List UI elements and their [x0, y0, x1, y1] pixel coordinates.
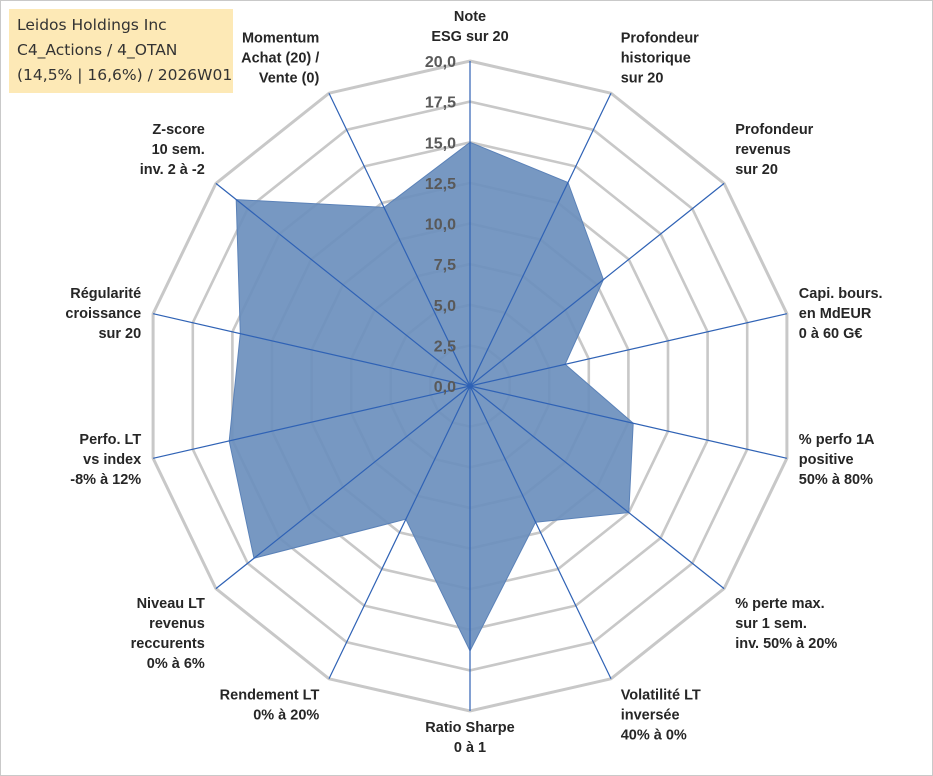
axis-label: Profondeur historique sur 20 [621, 31, 699, 87]
axis-label-line: ESG sur 20 [431, 29, 508, 45]
axis-label-line: 0% à 20% [253, 707, 319, 723]
axis-spoke [215, 385, 471, 590]
axis-label-line: Momentum [242, 31, 319, 47]
tick-label: 10,0 [425, 217, 456, 234]
axis-label-line: en MdEUR [799, 306, 872, 322]
axis-label: Capi. bours. en MdEUR 0 à 60 G€ [799, 286, 883, 342]
axis-spoke [215, 182, 471, 387]
axis-label-line: Note [454, 9, 486, 25]
axis-label: Profondeur revenus sur 20 [735, 122, 813, 178]
portfolio-code: C4_Actions / 4_OTAN [17, 41, 178, 59]
axis-label-line: -8% à 12% [70, 472, 141, 488]
axis-label: Volatilité LT inversée 40% à 0% [621, 687, 701, 743]
axis-label-line: 0% à 6% [147, 656, 205, 672]
axis-label-line: Profondeur [735, 122, 813, 138]
tick-label: 17,5 [425, 95, 456, 112]
axis-spoke [152, 313, 471, 387]
tick-label: 0,0 [434, 379, 456, 396]
axis-label: Ratio Sharpe 0 à 1 [425, 720, 514, 756]
axis-spoke [469, 182, 725, 387]
axis-label-line: Achat (20) / [241, 51, 319, 67]
axis-labels: Note ESG sur 20 Profondeur historique sur 20… [65, 9, 882, 756]
axis-spokes [152, 61, 788, 711]
axis-label: Régularité croissance sur 20 [65, 286, 141, 342]
axis-label-line: Volatilité LT [621, 687, 701, 703]
axis-label-line: Ratio Sharpe [425, 720, 514, 736]
tick-label: 15,0 [425, 135, 456, 152]
portfolio-stats: (14,5% | 16,6%) / 2026W01 [17, 66, 233, 84]
axis-label-line: positive [799, 452, 854, 468]
axis-spoke [328, 92, 471, 387]
axis-label-line: Perfo. LT [79, 432, 141, 448]
tick-label: 2,5 [434, 338, 456, 355]
axis-label-line: Rendement LT [220, 687, 320, 703]
tick-label: 5,0 [434, 298, 456, 315]
axis-label-line: Z-score [152, 122, 204, 138]
axis-label-line: 0 à 60 G€ [799, 326, 863, 342]
axis-label: Momentum Achat (20) / Vente (0) [241, 31, 319, 87]
axis-label-line: % perfo 1A [799, 432, 875, 448]
axis-label-line: sur 1 sem. [735, 616, 807, 632]
axis-label-line: revenus [735, 142, 791, 158]
axis-label-line: Régularité [70, 286, 141, 302]
axis-label-line: revenus [149, 616, 205, 632]
axis-spoke [469, 313, 788, 387]
axis-label-line: Niveau LT [137, 596, 205, 612]
axis-spoke [469, 385, 725, 590]
axis-label-line: % perte max. [735, 596, 824, 612]
axis-label: Note ESG sur 20 [431, 9, 508, 45]
axis-label-line: historique [621, 51, 691, 67]
axis-label-line: inv. 50% à 20% [735, 636, 837, 652]
axis-label-line: Profondeur [621, 31, 699, 47]
axis-label-line: sur 20 [735, 162, 778, 178]
axis-label-line: 50% à 80% [799, 472, 873, 488]
axis-label-line: Vente (0) [259, 71, 320, 87]
axis-label: % perte max. sur 1 sem. inv. 50% à 20% [735, 596, 837, 652]
axis-spoke [469, 385, 612, 680]
axis-label-line: reccurents [131, 636, 205, 652]
tick-labels: 0,0 2,5 5,0 7,5 10,0 12,5 15,0 17,5 20,0 [425, 54, 456, 396]
axis-label-line: inversée [621, 707, 680, 723]
axis-label-line: inv. 2 à -2 [140, 162, 205, 178]
tick-label: 20,0 [425, 54, 456, 71]
tick-label: 12,5 [425, 176, 456, 193]
axis-label: Z-score 10 sem. inv. 2 à -2 [140, 122, 205, 178]
axis-label-line: croissance [65, 306, 141, 322]
axis-label-line: 0 à 1 [454, 740, 486, 756]
axis-spoke [328, 385, 471, 680]
axis-spoke [152, 385, 471, 459]
axis-label: Rendement LT 0% à 20% [220, 687, 320, 723]
axis-label-line: sur 20 [98, 326, 141, 342]
axis-label-line: vs index [83, 452, 141, 468]
axis-label-line: 40% à 0% [621, 727, 687, 743]
axis-label: Niveau LT revenus reccurents 0% à 6% [131, 596, 205, 672]
company-name: Leidos Holdings Inc [17, 16, 167, 34]
info-box: Leidos Holdings Inc C4_Actions / 4_OTAN … [9, 9, 233, 93]
axis-label-line: sur 20 [621, 71, 664, 87]
axis-label-line: Capi. bours. [799, 286, 883, 302]
axis-label: Perfo. LT vs index -8% à 12% [70, 432, 141, 488]
tick-label: 7,5 [434, 257, 456, 274]
axis-label: % perfo 1A positive 50% à 80% [799, 432, 875, 488]
axis-spoke [469, 385, 788, 459]
axis-label-line: 10 sem. [152, 142, 205, 158]
axis-spoke [469, 92, 612, 387]
